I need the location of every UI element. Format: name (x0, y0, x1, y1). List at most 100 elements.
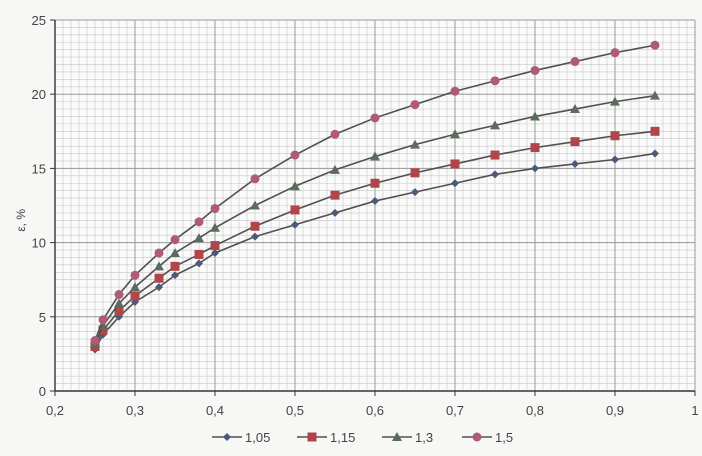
data-point (330, 190, 340, 200)
x-tick-label: 0,8 (526, 403, 544, 418)
data-point (210, 203, 220, 213)
series-1-5 (90, 40, 660, 346)
data-point (450, 129, 460, 139)
data-point (154, 248, 164, 258)
data-point (250, 174, 260, 184)
data-point (171, 271, 179, 280)
legend-marker (223, 433, 231, 441)
series-1-15 (90, 126, 660, 351)
legend-marker (472, 432, 482, 442)
data-point (491, 170, 499, 179)
data-point (490, 76, 500, 86)
data-point (210, 222, 220, 232)
x-tick-label: 0,5 (286, 403, 304, 418)
data-point (370, 178, 380, 188)
y-tick-label: 0 (39, 384, 46, 399)
legend-item: 1,05 (212, 430, 270, 445)
axes-layer (50, 19, 696, 396)
data-point (291, 220, 299, 229)
y-tick-label: 15 (32, 161, 46, 176)
y-tick-label: 5 (39, 310, 46, 325)
data-point (98, 315, 108, 325)
legend-item: 1,3 (382, 430, 433, 445)
data-point (451, 179, 459, 188)
data-point (194, 233, 204, 243)
data-point (570, 137, 580, 147)
data-point (410, 168, 420, 178)
x-tick-label: 0,6 (366, 403, 384, 418)
data-point (611, 155, 619, 164)
data-point (410, 139, 420, 149)
data-point (530, 65, 540, 75)
data-point (170, 247, 180, 257)
x-tick-label: 1 (691, 403, 698, 418)
data-point (130, 291, 140, 301)
data-point (331, 208, 339, 217)
legend-label: 1,05 (245, 430, 270, 445)
data-point (651, 149, 659, 158)
data-point (130, 282, 140, 292)
data-point (650, 40, 660, 50)
data-point (194, 249, 204, 259)
x-tick-label: 0,2 (46, 403, 64, 418)
y-tick-label: 20 (32, 87, 46, 102)
data-point (650, 90, 660, 100)
y-tick-label: 25 (32, 13, 46, 28)
x-tick-label: 0,4 (206, 403, 224, 418)
legend-item: 1,5 (462, 430, 513, 445)
data-point (290, 150, 300, 160)
data-point (98, 325, 108, 335)
legend: 1,05 1,15 1,3 1,5 (212, 430, 513, 445)
data-point (490, 150, 500, 160)
data-point (411, 188, 419, 197)
data-point (170, 235, 180, 245)
data-point (610, 96, 620, 106)
data-point (194, 217, 204, 227)
data-point (650, 126, 660, 136)
data-point (490, 120, 500, 130)
data-point (410, 100, 420, 110)
data-point (114, 290, 124, 300)
data-point (371, 197, 379, 206)
data-point (370, 151, 380, 161)
data-point (155, 283, 163, 292)
data-point (531, 164, 539, 173)
data-point (370, 113, 380, 123)
data-point (570, 104, 580, 114)
legend-label: 1,15 (330, 430, 355, 445)
legend-marker (392, 432, 402, 441)
data-point (530, 111, 540, 121)
y-axis-label: ε, % (14, 209, 28, 232)
data-point (450, 159, 460, 169)
data-point (530, 143, 540, 153)
series-1-3 (90, 90, 660, 348)
legend-label: 1,5 (495, 430, 513, 445)
data-point (195, 259, 203, 268)
data-point (610, 48, 620, 58)
y-tick-label: 10 (32, 236, 46, 251)
x-tick-label: 0,9 (606, 403, 624, 418)
data-point (330, 164, 340, 174)
data-point (210, 241, 220, 251)
data-point (250, 221, 260, 231)
data-point (114, 306, 124, 316)
grid-layer (54, 19, 696, 392)
x-tick-label: 0,7 (446, 403, 464, 418)
series-layer (90, 40, 660, 354)
data-point (170, 261, 180, 271)
data-point (330, 129, 340, 139)
data-point (570, 57, 580, 67)
data-point (290, 181, 300, 191)
series-1-05 (91, 149, 659, 354)
legend-marker (307, 432, 317, 442)
data-point (90, 336, 100, 346)
legend-label: 1,3 (415, 430, 433, 445)
data-point (130, 270, 140, 280)
data-point (154, 273, 164, 283)
data-point (290, 205, 300, 215)
data-point (450, 86, 460, 96)
data-point (154, 261, 164, 271)
data-point (610, 131, 620, 141)
